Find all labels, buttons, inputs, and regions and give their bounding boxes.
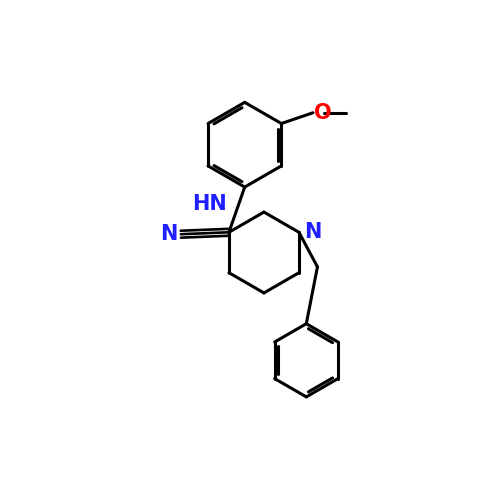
Text: N: N bbox=[304, 222, 322, 242]
Text: O: O bbox=[314, 102, 332, 122]
Text: HN: HN bbox=[192, 194, 227, 214]
Text: N: N bbox=[160, 224, 178, 244]
